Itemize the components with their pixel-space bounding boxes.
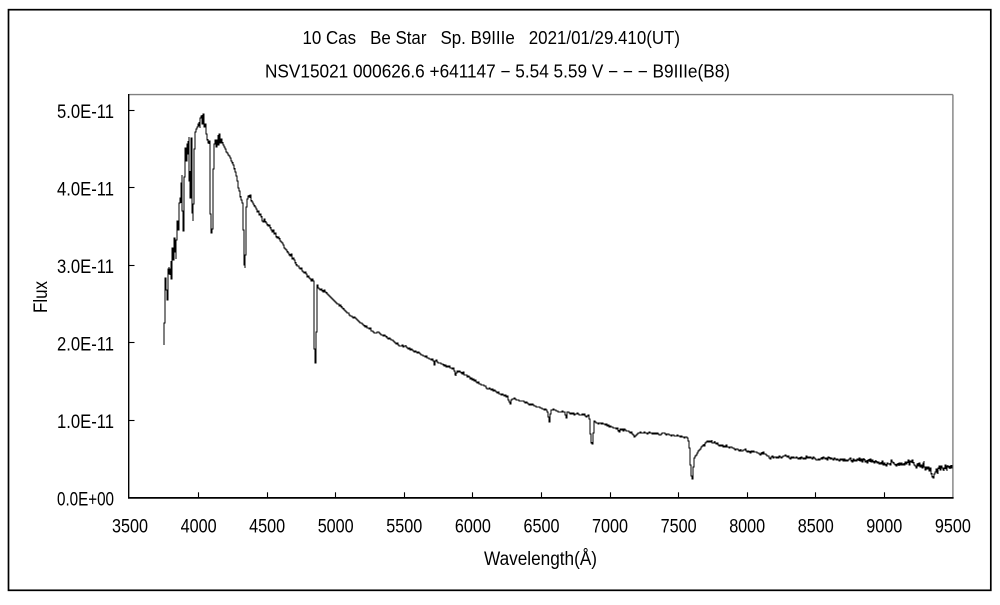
svg-text:10 Cas Be Star Sp. B9IIIe: 10 Cas Be Star Sp. B9IIIe 2021/01/29.410…: [303, 28, 681, 48]
svg-text:5.0E-11: 5.0E-11: [57, 102, 114, 123]
svg-text:4500: 4500: [249, 516, 285, 537]
svg-text:7500: 7500: [661, 516, 697, 537]
svg-text:5000: 5000: [318, 516, 354, 537]
svg-text:4000: 4000: [181, 516, 217, 537]
svg-text:3.0E-11: 3.0E-11: [57, 257, 114, 278]
svg-text:Wavelength(Å): Wavelength(Å): [484, 547, 597, 570]
svg-text:7000: 7000: [592, 516, 628, 537]
svg-text:0.0E+00: 0.0E+00: [57, 490, 114, 511]
svg-text:2.0E-11: 2.0E-11: [57, 335, 114, 356]
svg-text:4.0E-11: 4.0E-11: [57, 180, 114, 201]
svg-text:NSV15021 000626.6 +641147 − 5.: NSV15021 000626.6 +641147 − 5.54 5.59 V …: [265, 61, 730, 81]
svg-text:1.0E-11: 1.0E-11: [57, 412, 114, 433]
svg-text:Flux: Flux: [31, 281, 52, 313]
svg-text:6000: 6000: [455, 516, 491, 537]
svg-text:6500: 6500: [524, 516, 560, 537]
svg-text:8500: 8500: [798, 516, 834, 537]
svg-text:9000: 9000: [866, 516, 902, 537]
svg-text:3500: 3500: [112, 516, 148, 537]
svg-text:5500: 5500: [386, 516, 422, 537]
svg-text:9500: 9500: [935, 516, 971, 537]
svg-text:8000: 8000: [729, 516, 765, 537]
